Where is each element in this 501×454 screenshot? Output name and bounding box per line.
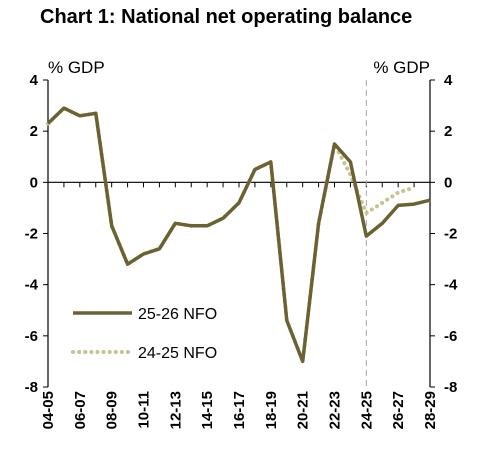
left-axis-unit-label: % GDP (48, 58, 105, 77)
x-tick-label: 08-09 (104, 391, 121, 429)
legend-label: 24-25 NFO (138, 345, 217, 362)
x-tick-label: 04-05 (40, 391, 57, 429)
right-y-tick-label: -2 (444, 226, 457, 243)
x-tick-label: 10-11 (136, 391, 153, 429)
right-y-tick-label: 4 (444, 72, 453, 89)
x-tick-label: 20-21 (295, 391, 312, 429)
right-y-tick-label: 2 (444, 123, 452, 140)
right-y-tick-label: -6 (444, 328, 457, 345)
left-y-tick-label: -4 (25, 277, 39, 294)
x-tick-label: 28-29 (422, 391, 439, 429)
series-line-25-26-nfo (46, 106, 431, 364)
left-y-tick-label: 0 (30, 174, 38, 191)
x-tick-label: 12-13 (167, 391, 184, 429)
right-y-tick-label: -4 (444, 277, 458, 294)
x-tick-label: 24-25 (358, 391, 375, 429)
right-y-tick-label: 0 (444, 174, 452, 191)
right-y-tick-label: -8 (444, 379, 457, 396)
left-y-tick-label: -8 (25, 379, 38, 396)
chart-title: Chart 1: National net operating balance (40, 6, 413, 28)
series-line-24-25-nfo (46, 106, 417, 364)
x-tick-label: 16-17 (231, 391, 248, 429)
left-y-tick-label: 4 (30, 72, 39, 89)
x-tick-label: 14-15 (199, 391, 216, 429)
right-axis-unit-label: % GDP (373, 58, 430, 77)
x-tick-label: 26-27 (390, 391, 407, 429)
x-tick-label: 22-23 (327, 391, 344, 429)
left-y-tick-label: -2 (25, 226, 38, 243)
legend-label: 25-26 NFO (138, 306, 217, 323)
x-tick-label: 18-19 (263, 391, 280, 429)
left-y-tick-label: 2 (30, 123, 38, 140)
left-y-tick-label: -6 (25, 328, 38, 345)
x-tick-label: 06-07 (72, 391, 89, 429)
